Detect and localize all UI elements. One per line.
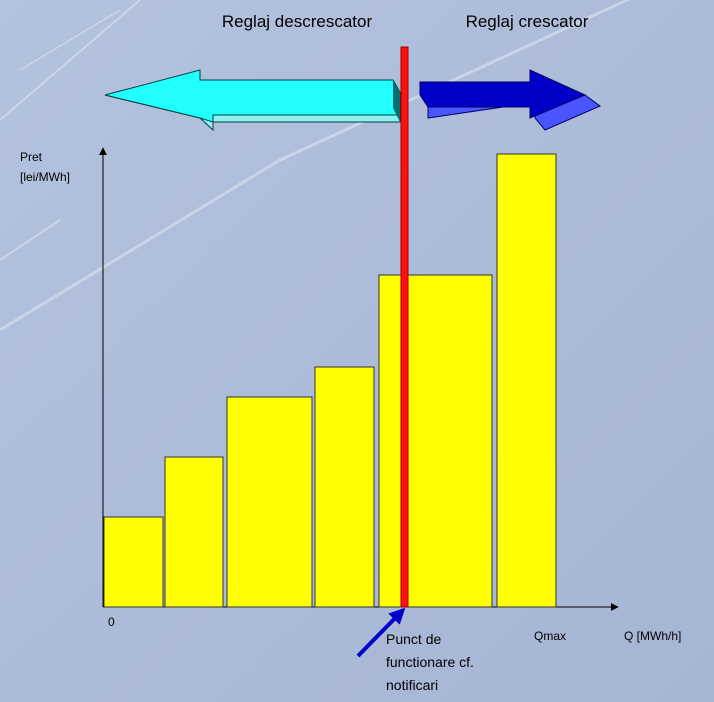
y-axis-label: Pret bbox=[20, 150, 43, 164]
pointer-arrow bbox=[356, 607, 406, 658]
decrease-arrow bbox=[104, 69, 401, 132]
qmax-label: Qmax bbox=[534, 629, 566, 643]
bar bbox=[496, 153, 557, 608]
operating-line bbox=[400, 46, 409, 608]
background-streaks bbox=[0, 0, 631, 332]
origin-label: 0 bbox=[108, 615, 115, 629]
price-bars bbox=[103, 153, 557, 608]
bar bbox=[378, 274, 493, 608]
operating-point-label: Punct de bbox=[386, 631, 441, 647]
left-arrow-label: Reglaj descrescator bbox=[222, 12, 373, 31]
operating-point-label: notificari bbox=[386, 677, 438, 693]
bar bbox=[164, 456, 224, 608]
bar bbox=[226, 396, 313, 608]
operating-point-label: functionare cf. bbox=[386, 654, 474, 670]
y-axis-label: [lei/MWh] bbox=[20, 170, 70, 184]
bar bbox=[103, 516, 164, 608]
bar bbox=[314, 366, 375, 608]
x-axis-label: Q [MWh/h] bbox=[624, 629, 681, 643]
increase-arrow bbox=[419, 69, 601, 131]
right-arrow-label: Reglaj crescator bbox=[466, 12, 589, 31]
